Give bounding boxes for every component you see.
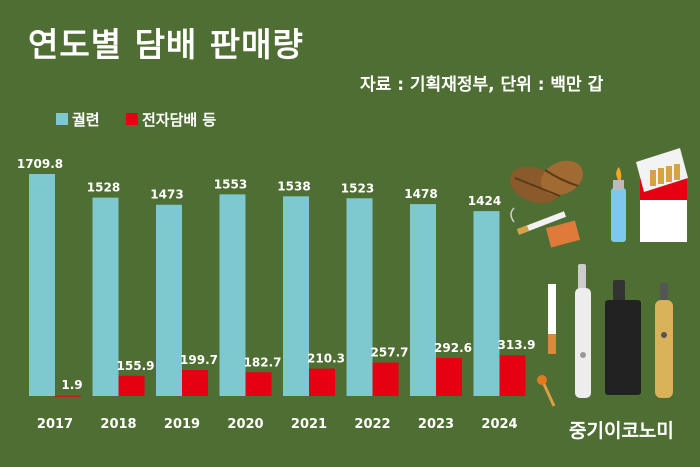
legend-label-e-cigarette: 전자담배 등 bbox=[142, 110, 217, 129]
x-tick-label-2023: 2023 bbox=[418, 417, 454, 432]
data-label-cigarette-2022: 1523 bbox=[341, 181, 374, 195]
x-tick-label-2017: 2017 bbox=[37, 417, 73, 432]
bar-e-cigarette-2019 bbox=[182, 370, 208, 396]
bar-cigarette-2023 bbox=[410, 204, 436, 396]
cigarette-icon bbox=[510, 207, 567, 235]
brand-logo-text: 중기이코노미 bbox=[569, 420, 674, 442]
bar-cigarette-2024 bbox=[473, 211, 500, 396]
data-label-e-cigarette-2019: 199.7 bbox=[180, 353, 218, 367]
data-label-e-cigarette-2023: 292.6 bbox=[434, 341, 472, 355]
data-label-cigarette-2017: 1709.8 bbox=[17, 157, 63, 171]
gold-vape-icon bbox=[655, 283, 673, 398]
bar-e-cigarette-2022 bbox=[372, 362, 399, 396]
bar-cigarette-2022 bbox=[346, 198, 373, 396]
data-label-cigarette-2021: 1538 bbox=[277, 179, 310, 193]
bar-cigarette-2020 bbox=[219, 194, 246, 396]
legend-e-cigarette: 전자담배 등 bbox=[126, 110, 217, 129]
x-tick-label-2024: 2024 bbox=[481, 417, 517, 432]
chart-title: 연도별 담배 판매량 bbox=[28, 25, 304, 64]
x-tick-label-2018: 2018 bbox=[100, 417, 136, 432]
vape-pen-icon bbox=[575, 264, 591, 398]
bar-e-cigarette-2018 bbox=[118, 375, 145, 396]
source-note: 자료 : 기획재정부, 단위 : 백만 갑 bbox=[360, 75, 604, 95]
bar-e-cigarette-2017 bbox=[55, 395, 81, 397]
bar-e-cigarette-2020 bbox=[245, 372, 272, 396]
legend-swatch-e-cigarette bbox=[126, 113, 138, 125]
data-label-e-cigarette-2018: 155.9 bbox=[117, 359, 155, 373]
bar-e-cigarette-2024 bbox=[499, 355, 526, 396]
legend-label-cigarette: 궐련 bbox=[72, 110, 100, 129]
data-label-cigarette-2023: 1478 bbox=[404, 187, 437, 201]
legend-swatch-cigarette bbox=[56, 113, 68, 125]
data-label-e-cigarette-2021: 210.3 bbox=[307, 352, 345, 366]
data-label-cigarette-2018: 1528 bbox=[87, 181, 120, 195]
slim-cigarette-icon bbox=[548, 284, 556, 354]
match-icon bbox=[537, 375, 556, 407]
bar-cigarette-2017 bbox=[29, 174, 55, 396]
data-label-cigarette-2019: 1473 bbox=[150, 188, 183, 202]
bar-cigarette-2021 bbox=[283, 196, 309, 396]
bar-cigarette-2019 bbox=[156, 204, 182, 396]
x-tick-label-2022: 2022 bbox=[354, 417, 390, 432]
data-label-e-cigarette-2022: 257.7 bbox=[371, 346, 409, 360]
data-label-cigarette-2024: 1424 bbox=[468, 194, 501, 208]
data-label-e-cigarette-2020: 182.7 bbox=[244, 355, 282, 369]
legend-cigarette: 궐련 bbox=[56, 110, 100, 129]
lighter-icon bbox=[611, 167, 626, 242]
x-tick-label-2021: 2021 bbox=[291, 417, 327, 432]
bar-cigarette-2018 bbox=[92, 197, 119, 396]
data-label-e-cigarette-2017: 1.9 bbox=[61, 378, 82, 392]
tobacco-leaves-icon bbox=[509, 160, 584, 204]
bar-e-cigarette-2021 bbox=[309, 368, 335, 396]
bar-e-cigarette-2023 bbox=[436, 358, 462, 396]
matchbox-icon bbox=[545, 220, 581, 248]
x-tick-label-2020: 2020 bbox=[227, 417, 263, 432]
x-tick-label-2019: 2019 bbox=[164, 417, 200, 432]
vape-mod-icon bbox=[605, 280, 641, 395]
data-label-cigarette-2020: 1553 bbox=[214, 177, 247, 191]
data-label-e-cigarette-2024: 313.9 bbox=[498, 338, 536, 352]
cigarette-pack-icon bbox=[636, 148, 688, 242]
